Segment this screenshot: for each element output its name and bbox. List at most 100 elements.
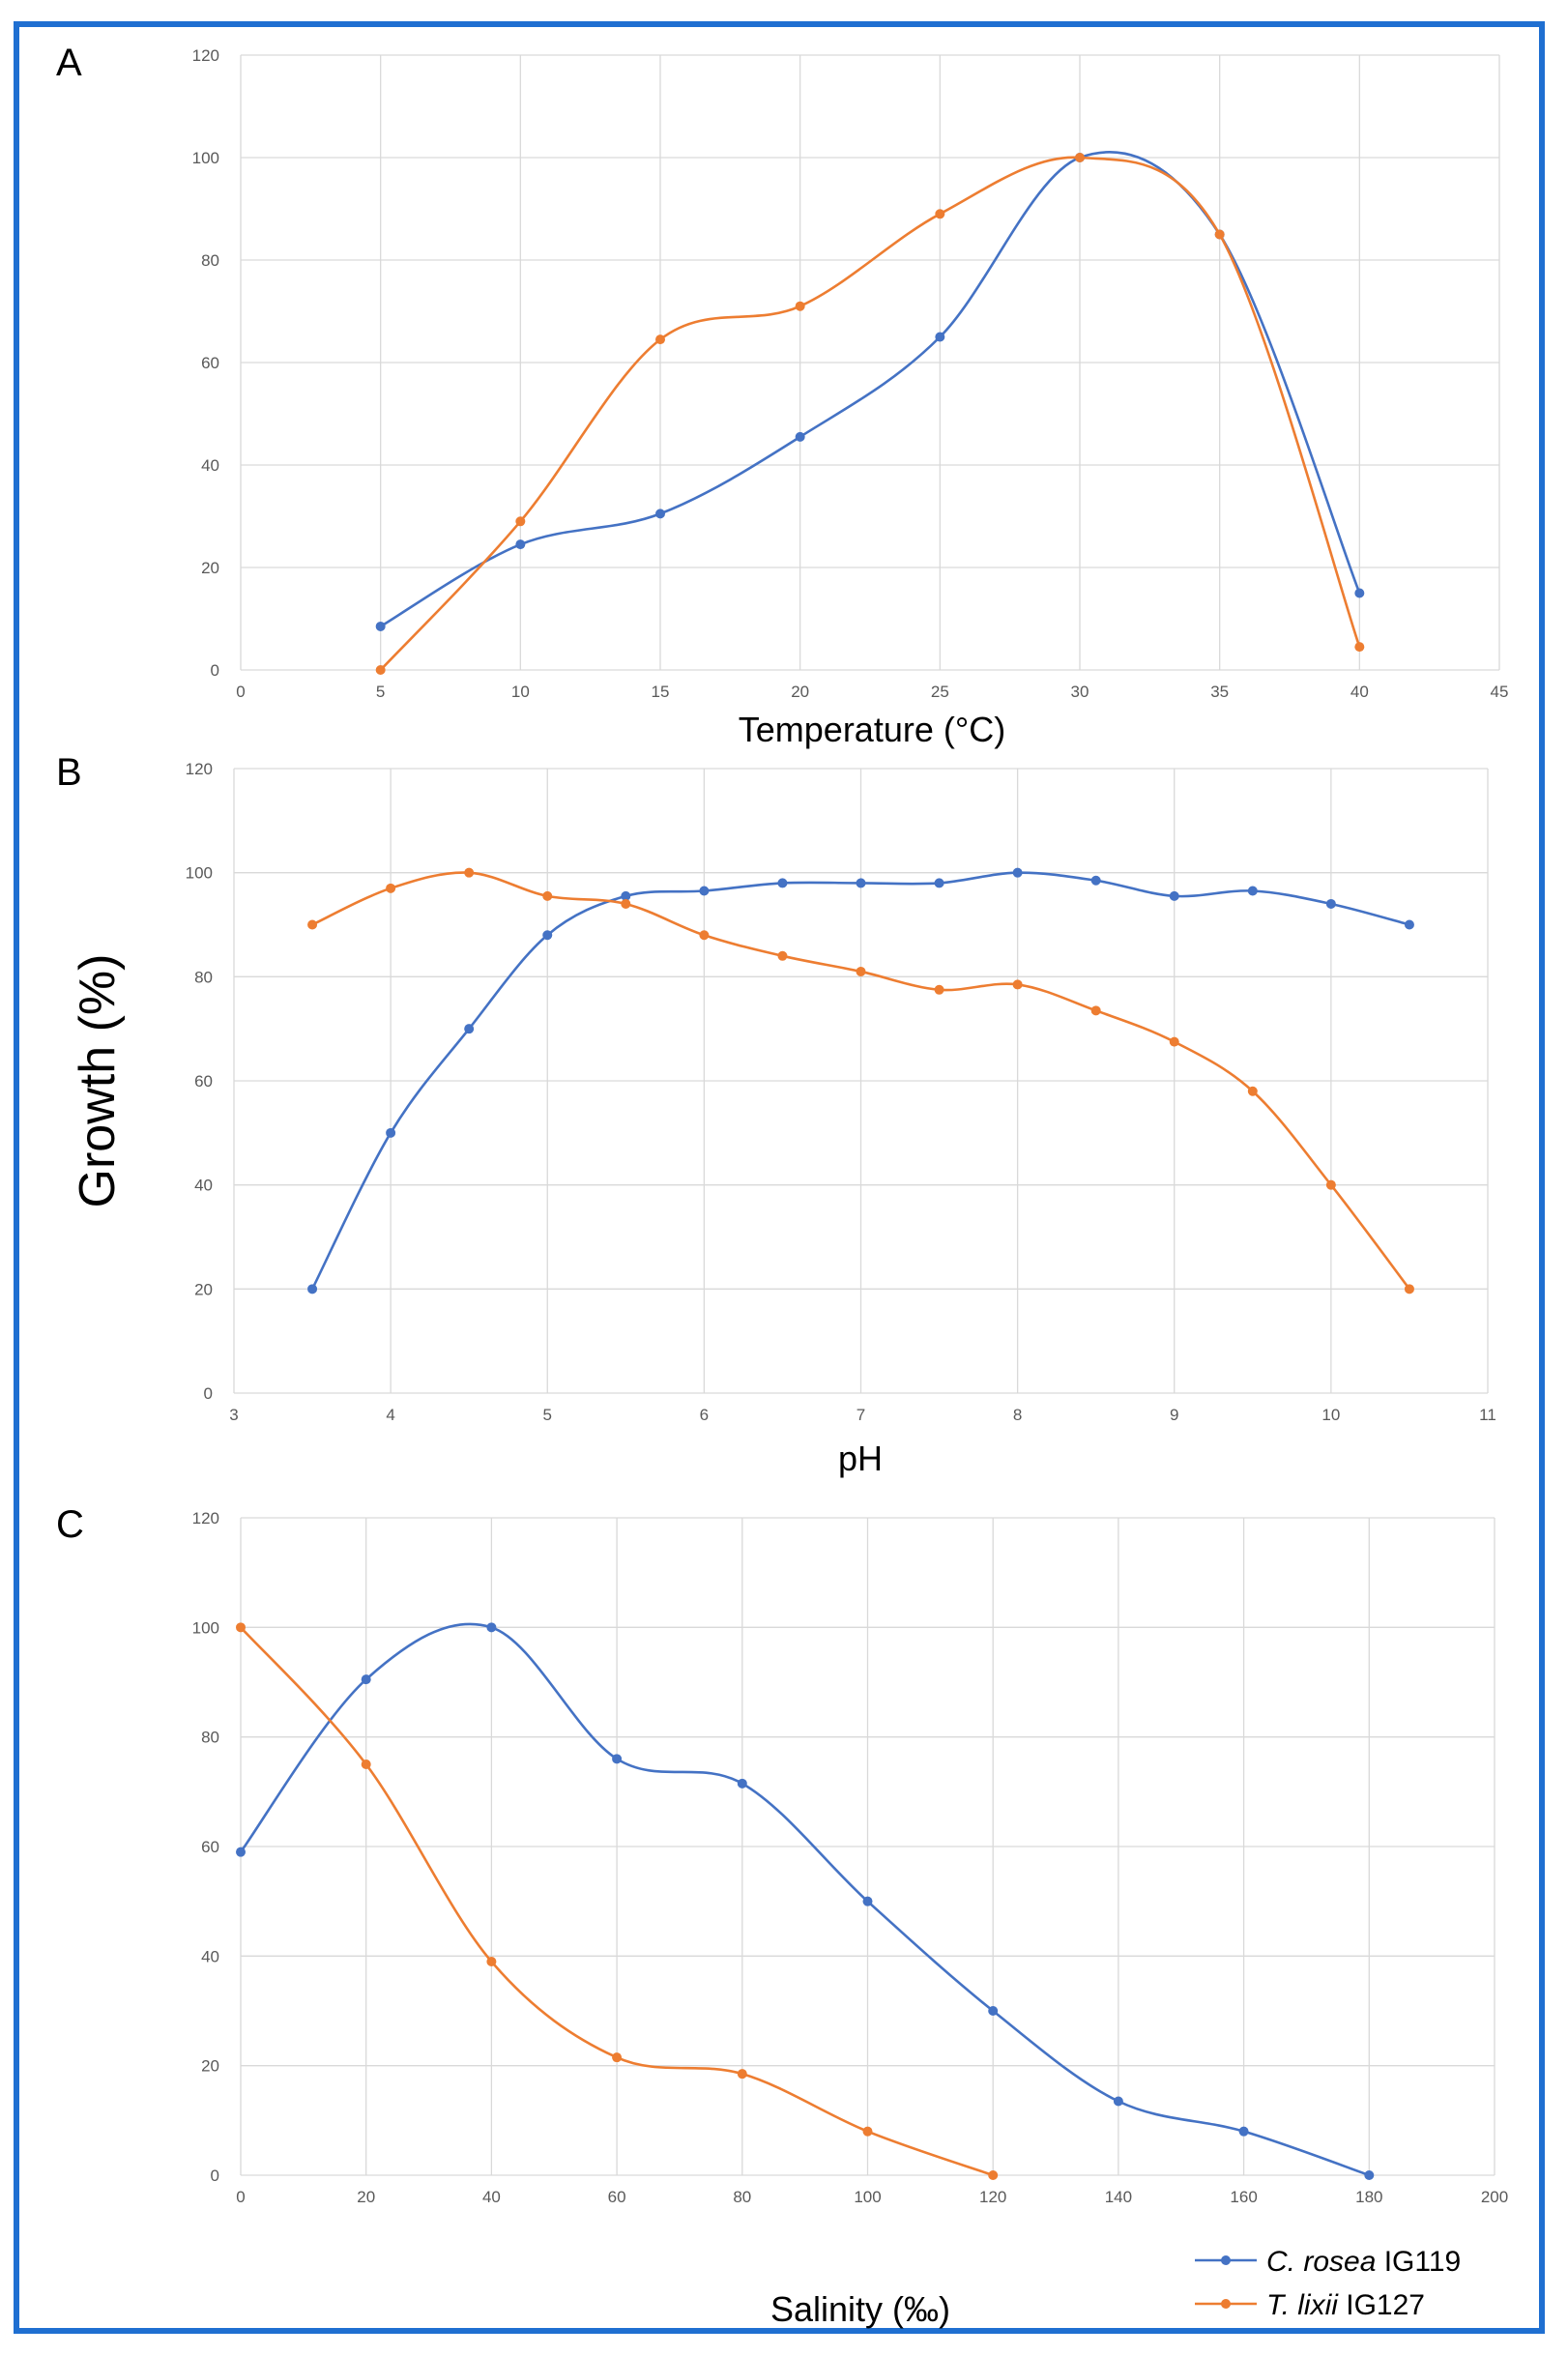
legend-label-italic: C. rosea [1266,2246,1376,2278]
y-tick-label: 120 [186,760,213,778]
data-point [856,966,866,976]
series-c-rosea [375,150,1365,631]
x-axis-label-b: pH [838,1439,883,1478]
data-point [1012,979,1023,990]
data-point [515,516,526,527]
data-point [486,1622,497,1633]
x-tick-label: 40 [482,2188,501,2206]
data-point [1169,890,1179,901]
data-point [934,878,944,888]
data-point [1247,1086,1258,1096]
x-tick-label: 6 [700,1406,709,1424]
series-line [239,1622,1370,2177]
data-point [1354,588,1365,598]
data-point [1404,919,1414,930]
series-c-rosea [307,867,1414,1294]
y-tick-label: 100 [186,864,213,883]
y-tick-label: 0 [211,661,219,680]
x-tick-label: 0 [236,2188,245,2206]
x-tick-label: 100 [854,2188,881,2206]
data-point [988,2006,999,2016]
x-tick-label: 0 [236,683,245,701]
data-point [1113,2096,1123,2107]
series-t-lixii [375,153,1365,675]
x-tick-label: 30 [1071,683,1089,701]
data-point [612,1754,623,1764]
data-point [542,890,553,901]
data-point [862,2126,873,2137]
x-tick-label: 4 [386,1406,394,1424]
data-point [1325,1179,1336,1190]
y-axis-label: Growth (%) [70,954,126,1208]
data-point [1169,1036,1179,1047]
data-point [464,1024,475,1034]
y-tick-label: 20 [194,1280,213,1298]
data-point [935,332,945,342]
data-point [236,1847,246,1857]
data-point [464,867,475,878]
data-point [1214,229,1225,240]
x-tick-label: 80 [733,2188,751,2206]
x-tick-label: 180 [1355,2188,1382,2206]
x-tick-label: 35 [1210,683,1229,701]
data-point [737,2069,747,2080]
series-line [380,150,1361,628]
chart-panel-c: C Salinity (‰) 0 20 40 60 80 100 120 140 160 180 2… [56,1503,1508,2329]
y-tick-label: 20 [201,2057,219,2076]
gridlines [240,54,1500,671]
gridlines [233,768,1489,1394]
data-point [621,898,631,909]
x-tick-label: 160 [1230,2188,1257,2206]
svg-text:T. lixii IG127: T. lixii IG127 [1266,2289,1425,2321]
data-point [935,209,945,219]
data-point [1247,886,1258,896]
data-point [1404,1284,1414,1294]
data-point [1012,867,1023,878]
legend: C. rosea IG119 T. lixii IG127 [1195,2246,1461,2321]
chart-panel-b: B pH 3 4 5 6 7 8 9 10 11 0 20 40 60 80 100 120 [56,751,1496,1478]
data-point [655,509,665,519]
x-tick-label: 7 [857,1406,865,1424]
x-tick-label: 9 [1170,1406,1178,1424]
data-point [1325,898,1336,909]
x-tick-label: 11 [1479,1406,1496,1424]
data-point [375,621,386,631]
data-point [988,2170,999,2180]
data-point [795,431,805,442]
data-point [1354,642,1365,653]
data-point [612,2052,623,2063]
x-tick-label: 20 [791,683,809,701]
panel-letter-a: A [56,42,82,84]
x-tick-label: 40 [1350,683,1369,701]
data-point [795,301,805,311]
data-point [699,886,710,896]
series-t-lixii [307,867,1414,1294]
x-tick-label: 5 [376,683,385,701]
data-point [862,1896,873,1906]
figure-frame [14,21,1545,2334]
data-point [1075,153,1085,162]
y-tick-label: 120 [192,1509,219,1527]
y-tick-label: 40 [194,1177,213,1195]
y-tick-label: 80 [201,251,219,270]
data-point [777,878,788,888]
y-tick-label: 40 [201,456,219,475]
x-tick-label: 10 [1321,1406,1340,1424]
x-tick-label: 140 [1105,2188,1132,2206]
legend-swatch-marker [1221,2299,1231,2309]
series-t-lixii [236,1622,999,2180]
x-tick-label: 10 [511,683,530,701]
y-tick-label: 40 [201,1947,219,1965]
data-point [542,930,553,941]
y-tick-label: 60 [194,1072,213,1091]
y-tick-label: 80 [194,968,213,986]
series-line [379,156,1361,671]
legend-item-t-lixii: T. lixii IG127 [1195,2289,1425,2321]
data-point [307,1284,318,1294]
x-tick-label: 8 [1013,1406,1022,1424]
chart-panel-a: A Temperature (°C) 0 5 10 15 20 25 30 35 40 45 0 20… [56,42,1508,749]
panel-letter-b: B [56,751,82,794]
data-point [1238,2126,1249,2137]
data-point [856,878,866,888]
